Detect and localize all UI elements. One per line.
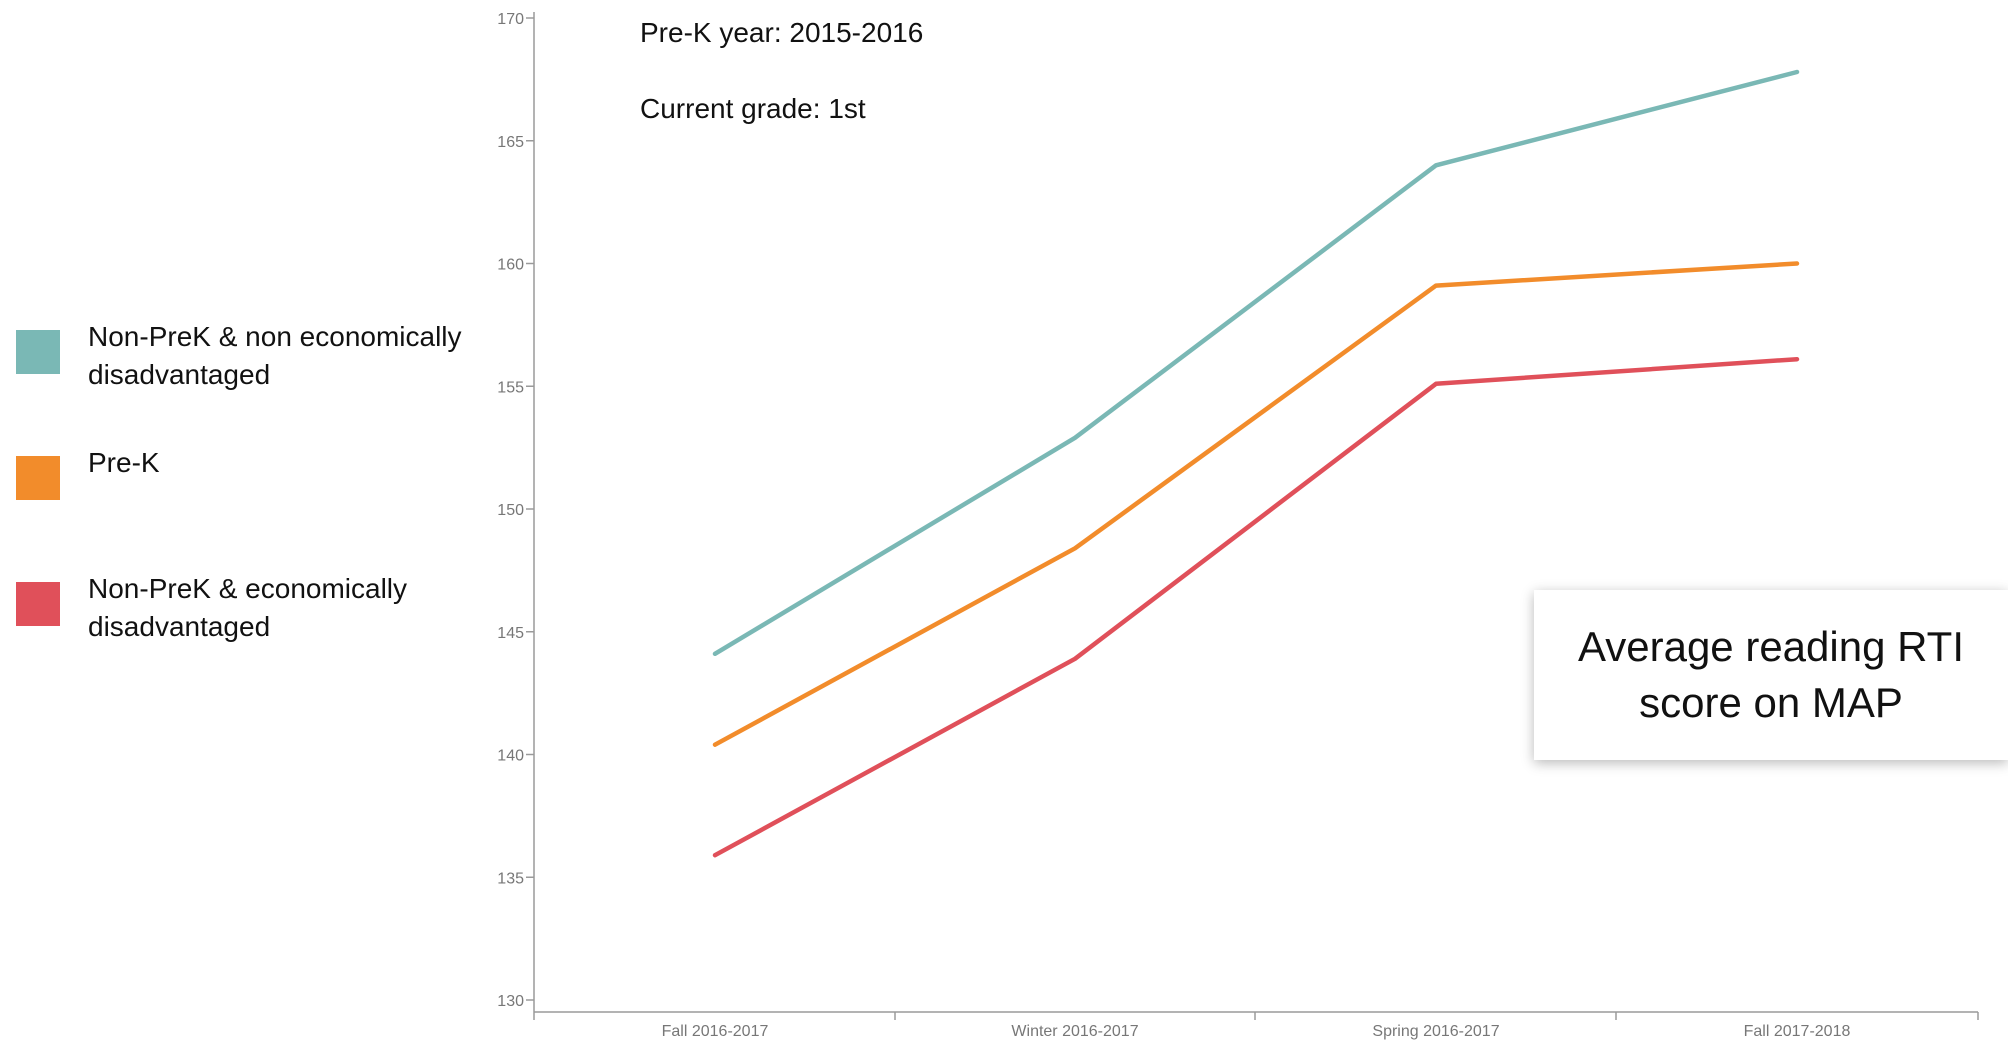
y-tick-label: 160	[497, 257, 524, 274]
legend-label: Non-PreK & economically disadvantaged	[88, 573, 408, 642]
y-tick-label: 145	[497, 625, 524, 642]
legend-item-non-prek-non-econ: Non-PreK & non economically disadvantage…	[16, 318, 496, 444]
prek-year-text: Pre-K year: 2015-2016	[640, 17, 924, 48]
chart-title-box: Average reading RTI score on MAP	[1534, 590, 2008, 760]
legend-swatch	[16, 456, 60, 500]
legend-label: Non-PreK & non economically disadvantage…	[88, 321, 462, 390]
current-grade-text: Current grade: 1st	[640, 93, 866, 124]
y-tick-label: 130	[497, 993, 524, 1010]
series-line-2	[712, 356, 1800, 858]
series-line-0	[712, 69, 1800, 657]
x-tick-label: Winter 2016-2017	[1011, 1023, 1138, 1040]
legend: Non-PreK & non economically disadvantage…	[16, 318, 496, 696]
y-tick-label: 140	[497, 748, 524, 765]
legend-label: Pre-K	[88, 447, 160, 478]
x-tick-label: Fall 2017-2018	[1744, 1023, 1851, 1040]
legend-item-non-prek-econ: Non-PreK & economically disadvantaged	[16, 570, 496, 696]
legend-item-prek: Pre-K	[16, 444, 496, 570]
series-line-1	[712, 261, 1800, 747]
y-tick-label: 170	[497, 11, 524, 28]
legend-swatch	[16, 330, 60, 374]
chart-title: Average reading RTI score on MAP	[1577, 623, 1965, 726]
y-tick-label: 155	[497, 379, 524, 396]
y-tick-label: 150	[497, 502, 524, 519]
legend-swatch	[16, 582, 60, 626]
x-tick-label: Spring 2016-2017	[1372, 1023, 1499, 1040]
x-tick-label: Fall 2016-2017	[662, 1023, 769, 1040]
chart-info: Pre-K year: 2015-2016 Current grade: 1st	[640, 14, 923, 166]
y-tick-label: 135	[497, 870, 524, 887]
y-tick-label: 165	[497, 134, 524, 151]
